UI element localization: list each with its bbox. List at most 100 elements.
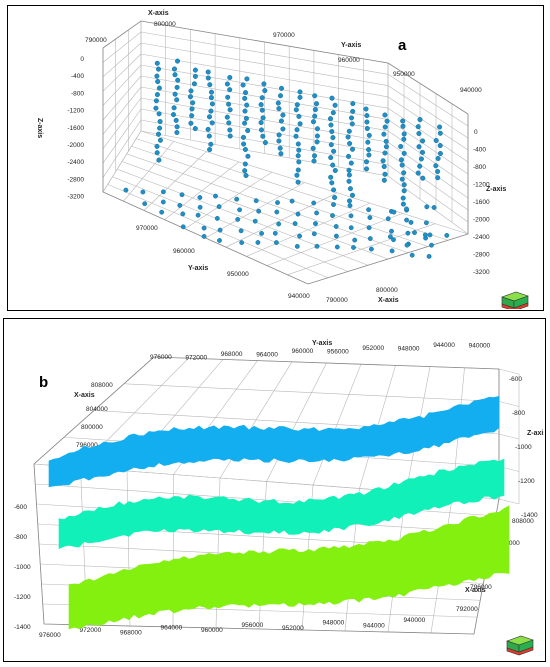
data-point bbox=[242, 146, 248, 152]
data-point bbox=[365, 139, 371, 145]
data-point bbox=[239, 240, 245, 246]
grid-line bbox=[123, 141, 174, 202]
y-tick-top: 960000 bbox=[338, 57, 360, 64]
data-point bbox=[347, 203, 353, 209]
chart-a: X-axis 790000 800000 970000 Y-axis 960000 9500… bbox=[36, 10, 529, 312]
data-point bbox=[382, 112, 388, 118]
data-point bbox=[206, 133, 212, 139]
data-point bbox=[311, 119, 317, 125]
data-point bbox=[197, 195, 203, 200]
grid-line bbox=[140, 97, 389, 143]
z-tick-right: -2000 bbox=[473, 217, 490, 224]
data-point bbox=[389, 248, 395, 254]
data-point bbox=[244, 76, 250, 82]
data-point bbox=[401, 131, 407, 137]
data-point bbox=[208, 89, 214, 95]
grid-line bbox=[102, 119, 142, 178]
data-point bbox=[364, 159, 370, 165]
data-point bbox=[295, 153, 301, 159]
data-point bbox=[382, 171, 388, 177]
data-point bbox=[431, 205, 437, 210]
z-tick-left: -800 bbox=[14, 534, 27, 541]
data-point bbox=[350, 108, 356, 114]
data-point bbox=[241, 141, 247, 147]
data-point bbox=[227, 87, 233, 93]
y-tick-bottom: 940000 bbox=[404, 617, 426, 624]
data-point bbox=[294, 243, 300, 249]
data-point bbox=[366, 147, 372, 153]
data-point bbox=[385, 216, 391, 222]
grid-line bbox=[387, 85, 469, 139]
grid-line bbox=[387, 96, 469, 151]
z-tick-left: -600 bbox=[14, 504, 27, 511]
data-point bbox=[174, 129, 180, 135]
z-tick-left: -1200 bbox=[14, 594, 31, 601]
cube-icon bbox=[506, 635, 534, 656]
data-point bbox=[201, 233, 207, 239]
data-point bbox=[409, 252, 415, 258]
data-point bbox=[364, 113, 370, 119]
z-tick-left: -1400 bbox=[14, 624, 31, 631]
data-point bbox=[262, 88, 268, 94]
data-point bbox=[334, 244, 340, 250]
data-point bbox=[416, 130, 422, 136]
data-point bbox=[189, 106, 195, 112]
data-point bbox=[364, 125, 370, 131]
y-tick-top: 968000 bbox=[221, 351, 243, 358]
data-point bbox=[276, 221, 282, 227]
data-point bbox=[332, 194, 338, 200]
data-point bbox=[208, 95, 214, 101]
x-tick-left: 804000 bbox=[86, 406, 108, 413]
data-point bbox=[310, 145, 316, 151]
data-point bbox=[416, 144, 422, 150]
data-point bbox=[154, 150, 160, 156]
z-tick-right: -400 bbox=[473, 147, 486, 154]
data-point bbox=[276, 138, 282, 144]
data-point bbox=[242, 168, 248, 174]
data-point bbox=[314, 139, 320, 145]
data-point bbox=[172, 91, 178, 97]
data-point bbox=[274, 209, 280, 215]
data-point bbox=[437, 124, 443, 130]
data-point bbox=[329, 95, 335, 101]
grid-line bbox=[102, 130, 142, 193]
data-point bbox=[140, 189, 146, 195]
grid-line bbox=[287, 223, 436, 276]
data-point bbox=[435, 175, 441, 181]
grid-line bbox=[498, 498, 520, 505]
data-point bbox=[275, 100, 281, 106]
grid-line bbox=[225, 192, 338, 248]
data-point bbox=[366, 132, 372, 138]
data-point bbox=[260, 115, 266, 121]
data-point bbox=[238, 228, 244, 234]
data-point bbox=[314, 210, 319, 216]
data-point bbox=[424, 204, 430, 210]
data-point bbox=[174, 97, 180, 103]
data-point bbox=[258, 127, 264, 133]
data-point bbox=[311, 231, 317, 237]
grid-line bbox=[140, 31, 389, 75]
data-point bbox=[331, 202, 336, 208]
data-point bbox=[311, 200, 317, 206]
y-tick-top: 952000 bbox=[362, 345, 384, 352]
x-tick-right: 808000 bbox=[512, 518, 534, 525]
y-tick-top: 972000 bbox=[185, 355, 207, 362]
data-point bbox=[330, 110, 336, 116]
data-point bbox=[400, 123, 406, 129]
data-point bbox=[195, 212, 201, 218]
data-point bbox=[216, 204, 222, 210]
data-point bbox=[207, 82, 213, 88]
y-tick-bottom: 956000 bbox=[242, 622, 264, 629]
data-point bbox=[160, 189, 166, 195]
x-tick-left: 800000 bbox=[81, 424, 103, 431]
z-tick-left: -2000 bbox=[67, 142, 84, 149]
y-tick-bottom: 964000 bbox=[161, 624, 183, 631]
data-point bbox=[155, 131, 161, 137]
data-point bbox=[404, 242, 410, 248]
data-point bbox=[154, 143, 160, 149]
y-axis-label-bottom: Y-axis bbox=[188, 265, 208, 272]
data-point bbox=[213, 193, 218, 199]
data-point bbox=[401, 150, 407, 156]
data-point bbox=[350, 101, 356, 107]
data-point bbox=[348, 160, 354, 166]
